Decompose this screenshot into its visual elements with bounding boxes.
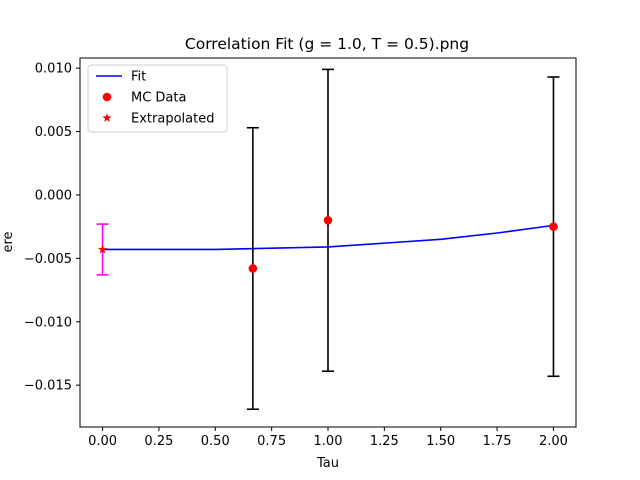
legend-extrapolated-swatch bbox=[102, 113, 112, 122]
y-tick-label: −0.005 bbox=[24, 252, 72, 267]
mc-data-point bbox=[549, 222, 558, 231]
y-tick-label: 0.010 bbox=[35, 62, 72, 77]
x-tick-label: 1.25 bbox=[370, 434, 399, 449]
y-tick-label: −0.010 bbox=[24, 315, 72, 330]
x-tick-label: 1.00 bbox=[314, 434, 343, 449]
x-tick-label: 1.75 bbox=[483, 434, 512, 449]
x-tick-label: 2.00 bbox=[539, 434, 568, 449]
legend-frame bbox=[87, 64, 228, 133]
x-axis-title: Tau bbox=[316, 456, 339, 471]
plot-marks bbox=[96, 68, 560, 411]
x-tick-label: 1.50 bbox=[426, 434, 455, 449]
y-axis-title: ere bbox=[1, 231, 16, 252]
y-tick-label: 0.000 bbox=[35, 188, 72, 203]
y-tick-label: −0.015 bbox=[24, 379, 72, 394]
axis-ticks: 0.00 0.25 0.50 0.75 1.00 1.25 1.50 1.75 2.00 −0.0… bbox=[24, 62, 568, 449]
x-tick-label: 0.75 bbox=[257, 434, 286, 449]
extrapolated-point bbox=[97, 244, 108, 254]
legend: Fit MC Data Extrapolated bbox=[87, 64, 228, 133]
legend-mc-data-label: MC Data bbox=[131, 91, 186, 106]
mc-data-point bbox=[323, 216, 333, 225]
legend-extrapolated-label: Extrapolated bbox=[131, 112, 214, 127]
y-tick-label: 0.005 bbox=[35, 125, 72, 140]
legend-mc-data-swatch bbox=[102, 92, 112, 102]
x-tick-label: 0.25 bbox=[144, 434, 173, 449]
x-tick-label: 0.00 bbox=[88, 434, 117, 449]
x-tick-label: 0.50 bbox=[201, 434, 230, 449]
mc-data-point bbox=[248, 264, 258, 273]
chart-title: Correlation Fit (g = 1.0, T = 0.5).png bbox=[185, 35, 469, 53]
legend-fit-label: Fit bbox=[131, 70, 146, 85]
